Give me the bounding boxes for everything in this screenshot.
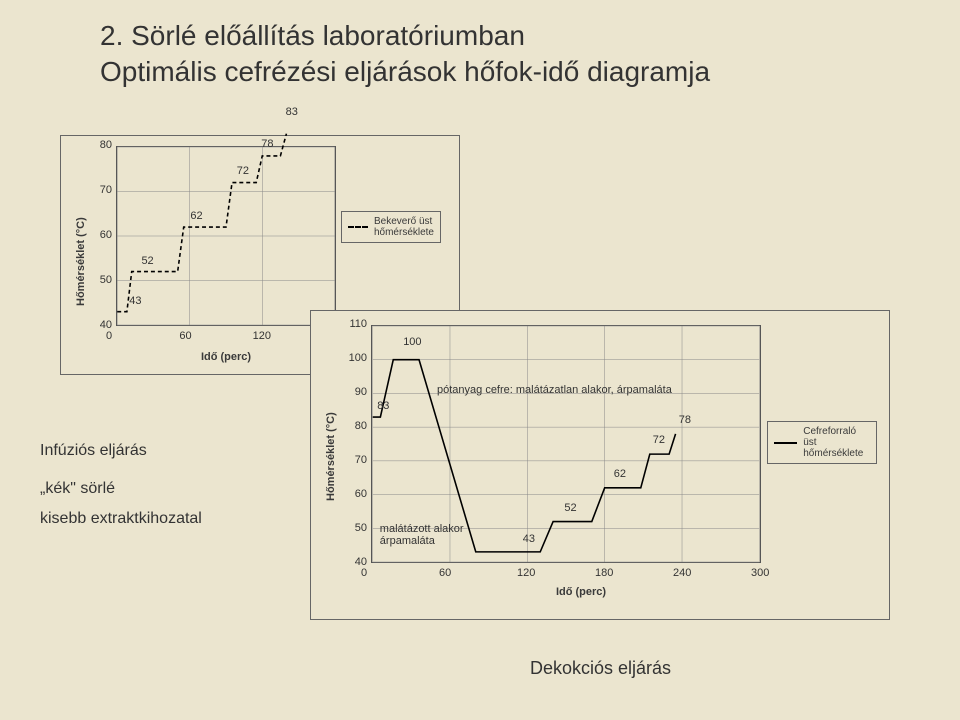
legend-dash-icon [348,226,368,228]
chart2-legend-text: Cefreforraló üst hőmérséklete [803,426,870,459]
value-annotation: 83 [286,106,298,118]
value-annotation: 83 [377,400,389,412]
chart1-legend: Bekeverő üst hőmérséklete [341,211,441,243]
chart1-xlabel: Idő (perc) [176,351,276,363]
side-line3: kisebb extraktkihozatal [40,510,202,528]
side-labels: Infúziós eljárás „kék" sörlé kisebb extr… [40,430,202,528]
value-annotation: 52 [141,255,153,267]
chart2-legend-text1: Cefreforraló üst [803,426,856,448]
chart2-legend-text2: hőmérséklete [803,448,863,459]
ytick-label: 50 [100,274,112,286]
chart1-legend-text1: Bekeverő üst [374,216,432,227]
chart2-legend: Cefreforraló üst hőmérséklete [767,421,877,464]
xtick-label: 60 [179,330,191,342]
chart1-ylabel: Hőmérséklet (°C) [75,217,87,306]
ytick-label: 60 [355,488,367,500]
value-annotation: 62 [190,210,202,222]
xtick-label: 240 [673,567,691,579]
chart1-legend-text: Bekeverő üst hőmérséklete [374,216,434,238]
chart2-xlabel: Idő (perc) [531,586,631,598]
value-annotation: 100 [403,336,421,348]
chart2-inner-text2: malátázott alakorárpamaláta [380,523,464,547]
value-annotation: 62 [614,468,626,480]
chart2-plot: 83 100 43 52 62 72 78 pótanyag cefre: malátázat… [371,325,761,563]
chart2-frame: Hőmérséklet (°C) 83 100 43 52 62 72 78 pótanyag… [310,310,890,620]
side-heading: Infúziós eljárás [40,442,202,460]
ytick-label: 80 [100,139,112,151]
ytick-label: 60 [100,229,112,241]
value-annotation: 78 [679,414,691,426]
title-block: 2. Sörlé előállítás laboratóriumban Opti… [100,20,860,88]
ytick-label: 50 [355,522,367,534]
ytick-label: 80 [355,420,367,432]
value-annotation: 43 [523,533,535,545]
value-annotation: 43 [129,295,141,307]
value-annotation: 72 [653,434,665,446]
title-line-1: 2. Sörlé előállítás laboratóriumban [100,20,860,52]
xtick-label: 120 [253,330,271,342]
xtick-label: 60 [439,567,451,579]
ytick-label: 110 [349,318,367,330]
ytick-label: 40 [355,556,367,568]
ytick-label: 70 [355,454,367,466]
value-annotation: 78 [261,138,273,150]
footer-label: Dekokciós eljárás [530,658,671,679]
xtick-label: 120 [517,567,535,579]
ytick-label: 100 [349,352,367,364]
xtick-label: 180 [595,567,613,579]
xtick-label: 300 [751,567,769,579]
ytick-label: 90 [355,386,367,398]
ytick-label: 70 [100,184,112,196]
xtick-label: 0 [106,330,112,342]
value-annotation: 72 [237,165,249,177]
title-line-2: Optimális cefrézési eljárások hőfok-idő … [100,56,860,88]
chart2-ylabel: Hőmérséklet (°C) [325,412,337,501]
chart1-legend-text2: hőmérséklete [374,227,434,238]
side-line2: „kék" sörlé [40,480,202,498]
xtick-label: 0 [361,567,367,579]
chart2-inner-text1: pótanyag cefre: malátázatlan alakor, árp… [437,384,672,396]
ytick-label: 40 [100,319,112,331]
chart1-plot: 435262727883 [116,146,336,326]
value-annotation: 52 [564,502,576,514]
legend-solid-icon [774,442,797,444]
